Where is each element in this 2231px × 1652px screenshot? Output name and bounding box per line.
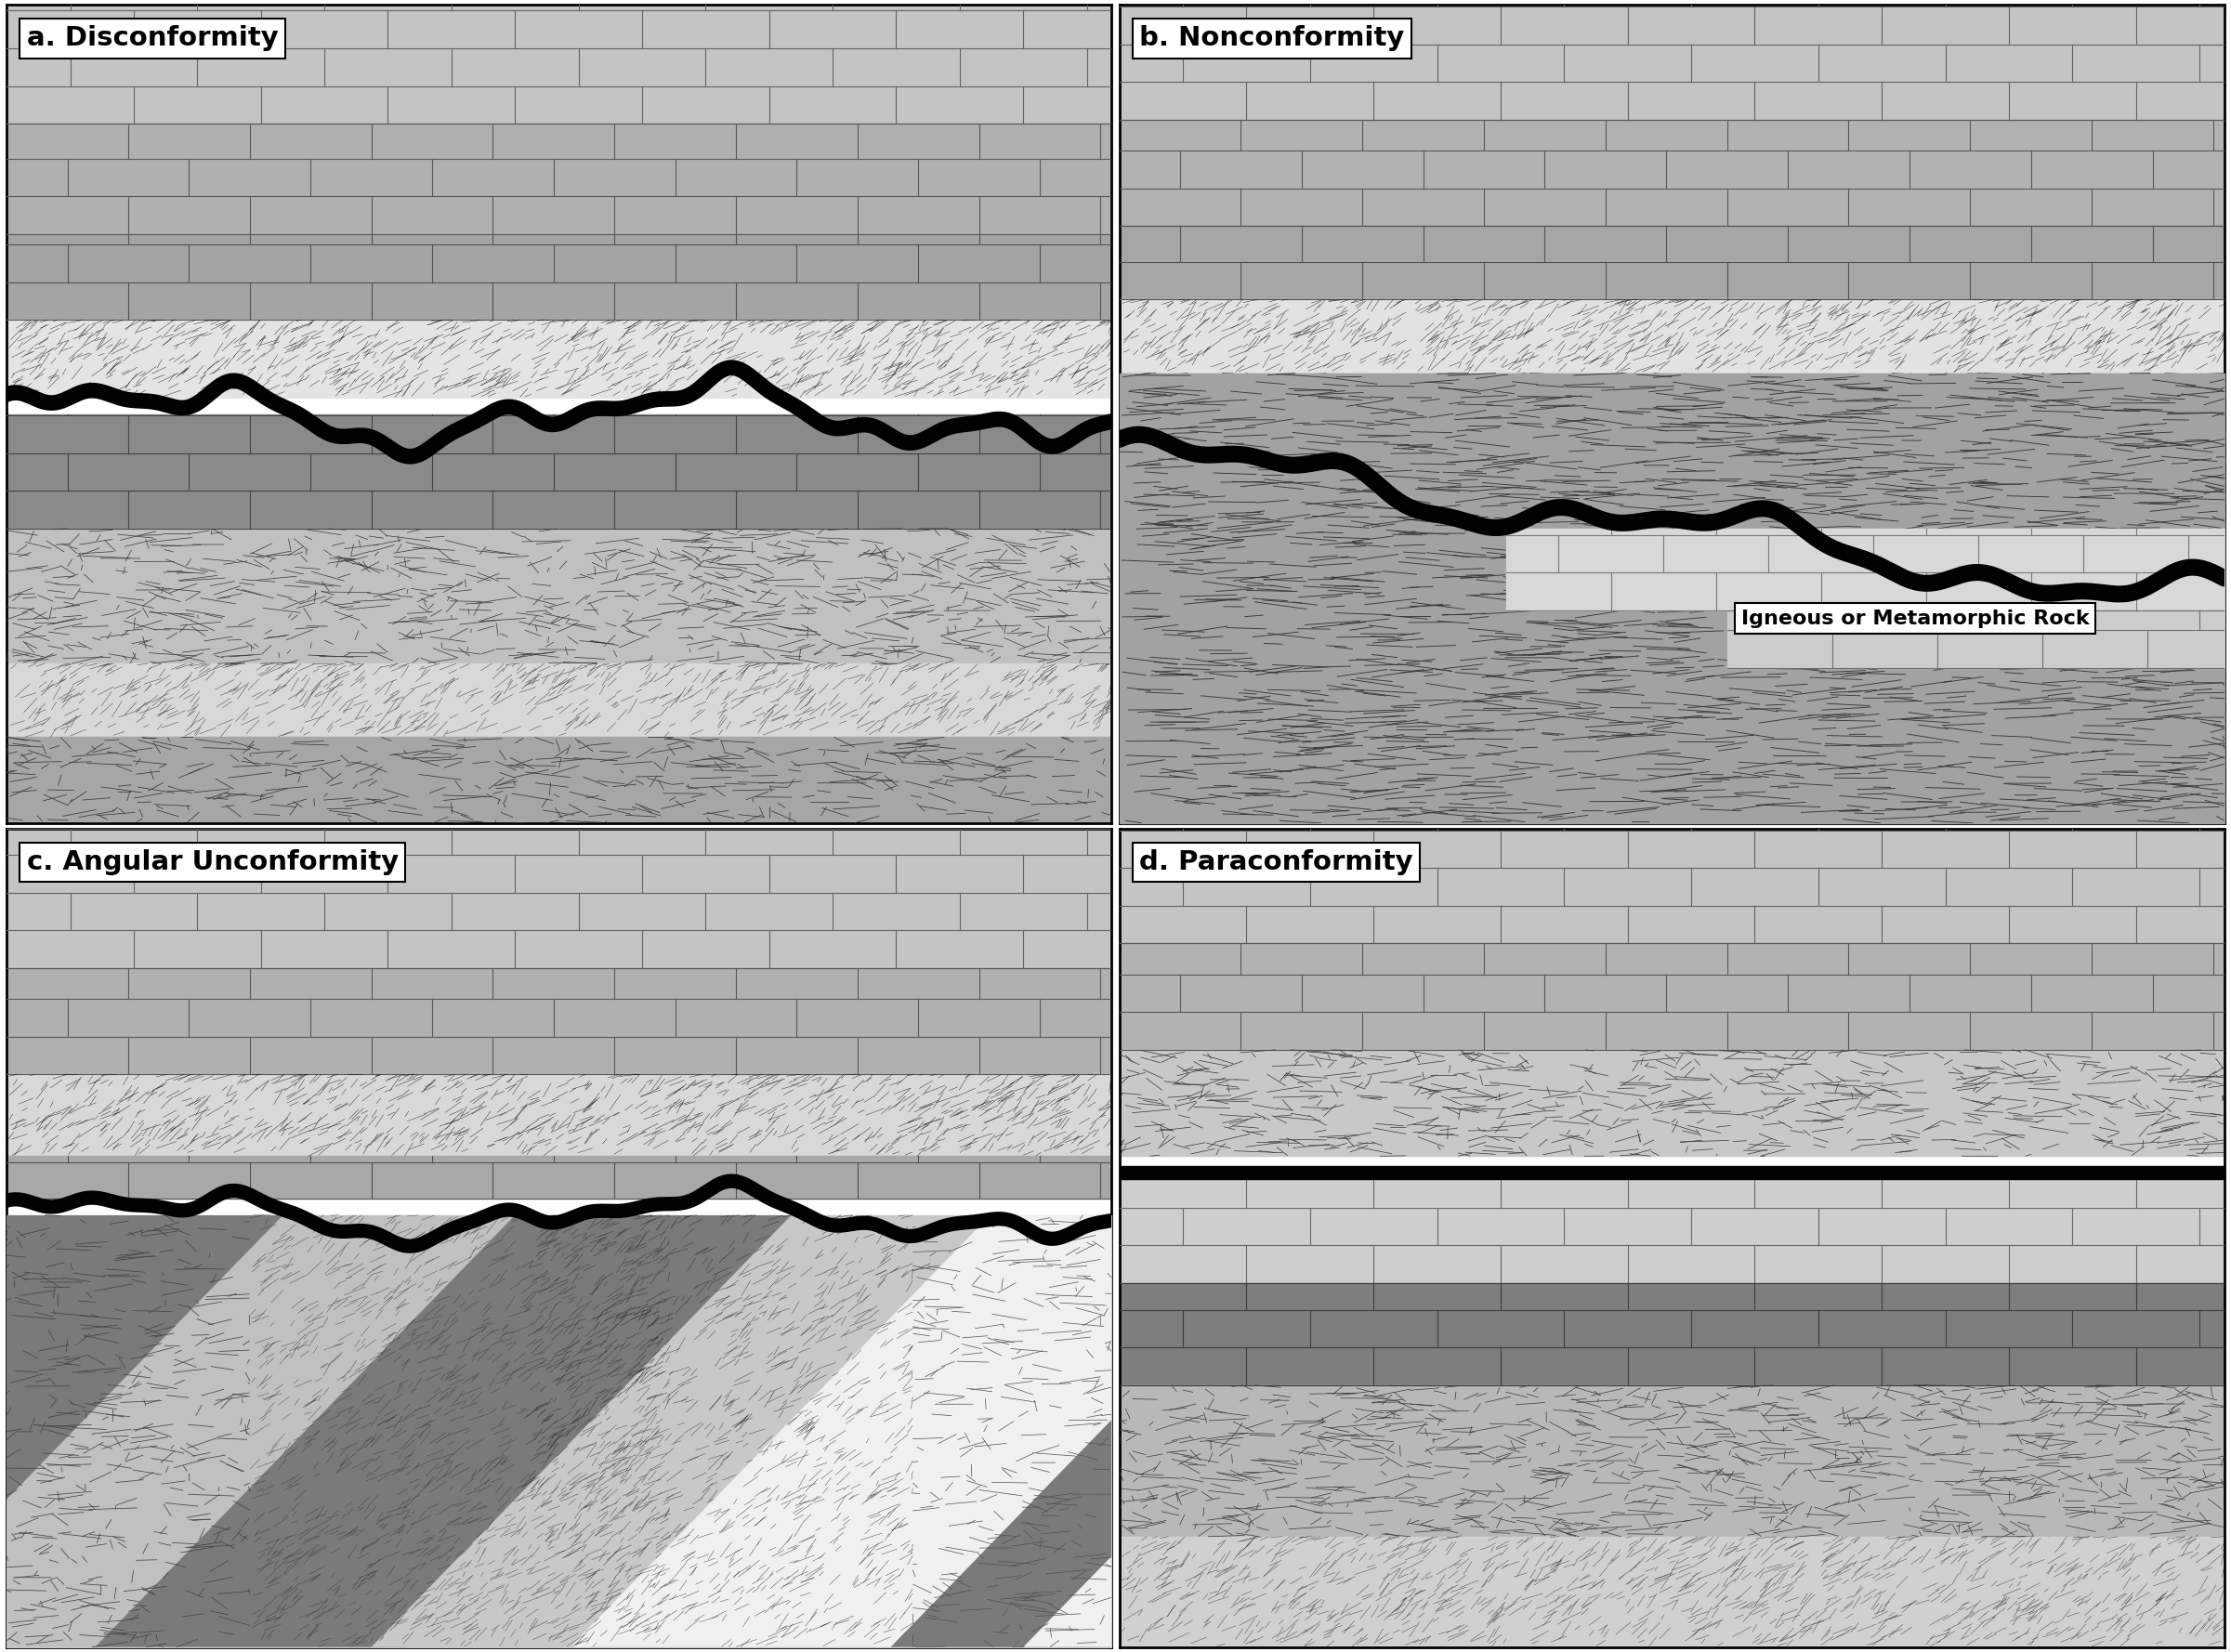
Text: a. Disconformity: a. Disconformity xyxy=(27,25,279,51)
Polygon shape xyxy=(370,1214,1057,1647)
Polygon shape xyxy=(96,1214,825,1647)
Text: d. Paraconformity: d. Paraconformity xyxy=(1140,849,1412,876)
Text: Igneous or Metamorphic Rock: Igneous or Metamorphic Rock xyxy=(1740,610,2088,628)
Polygon shape xyxy=(1024,1214,1796,1647)
Polygon shape xyxy=(571,1214,1343,1647)
Polygon shape xyxy=(890,1214,1533,1647)
Polygon shape xyxy=(0,1214,306,1647)
Polygon shape xyxy=(1310,1214,1952,1647)
Polygon shape xyxy=(0,1214,527,1647)
Text: b. Nonconformity: b. Nonconformity xyxy=(1140,25,1406,51)
Text: c. Angular Unconformity: c. Angular Unconformity xyxy=(27,849,399,876)
